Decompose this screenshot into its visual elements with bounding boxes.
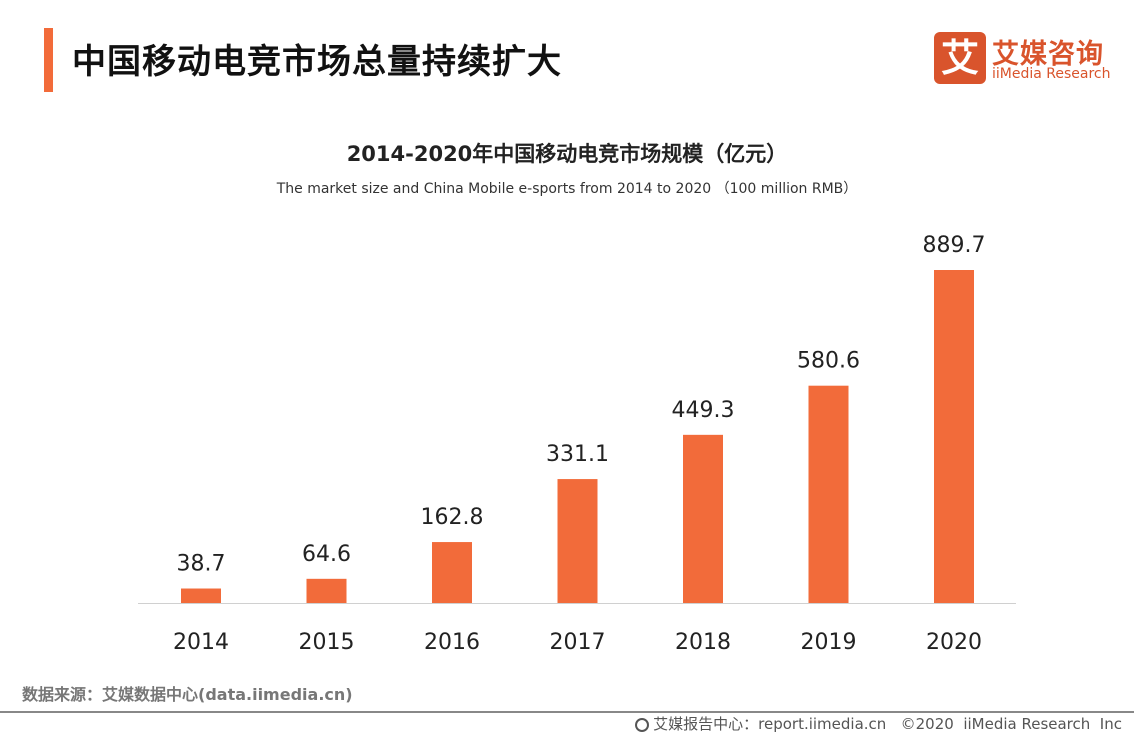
data-label-2014: 38.7	[177, 552, 226, 577]
x-tick-label-2018: 2018	[675, 630, 731, 655]
logo-name-cn: 艾媒咨询	[992, 39, 1104, 70]
x-tick-label-2016: 2016	[424, 630, 480, 655]
data-label-2020: 889.7	[923, 233, 986, 258]
title-accent-bar	[44, 28, 53, 92]
x-tick-label-2014: 2014	[173, 630, 229, 655]
logo-mark: 艾	[934, 32, 986, 84]
logo-name-en: iiMedia Research	[992, 66, 1111, 82]
data-label-2018: 449.3	[672, 398, 735, 423]
x-tick-label-2020: 2020	[926, 630, 982, 655]
page-title: 中国移动电竞市场总量持续扩大	[72, 42, 562, 82]
data-label-2015: 64.6	[302, 542, 351, 567]
footer-text: 艾媒报告中心：report.iimedia.cn ©2020 iiMedia R…	[653, 715, 1122, 733]
bar-2020	[934, 270, 974, 603]
bar-2019	[808, 385, 849, 603]
data-source: 数据来源：艾媒数据中心(data.iimedia.cn)	[22, 685, 353, 704]
x-tick-label-2019: 2019	[801, 630, 857, 655]
data-label-2017: 331.1	[546, 442, 609, 467]
x-tick-label-2015: 2015	[299, 630, 355, 655]
logo: 艾 艾媒咨询 iiMedia Research	[934, 32, 1114, 86]
bar-2015	[306, 578, 347, 603]
x-tick-label-2017: 2017	[550, 630, 606, 655]
bar-2014	[181, 588, 221, 603]
chart-subtitle: The market size and China Mobile e-sport…	[276, 181, 858, 197]
footer-divider	[0, 711, 1134, 713]
bar-2017	[557, 479, 598, 603]
bar-2016	[432, 542, 472, 603]
footer: 艾媒报告中心：report.iimedia.cn ©2020 iiMedia R…	[635, 713, 1122, 734]
data-label-2016: 162.8	[421, 505, 484, 530]
bar-2018	[683, 434, 723, 603]
globe-icon	[635, 718, 650, 732]
data-label-2019: 580.6	[797, 349, 860, 374]
chart-title: 2014-2020年中国移动电竞市场规模（亿元）	[346, 142, 788, 166]
